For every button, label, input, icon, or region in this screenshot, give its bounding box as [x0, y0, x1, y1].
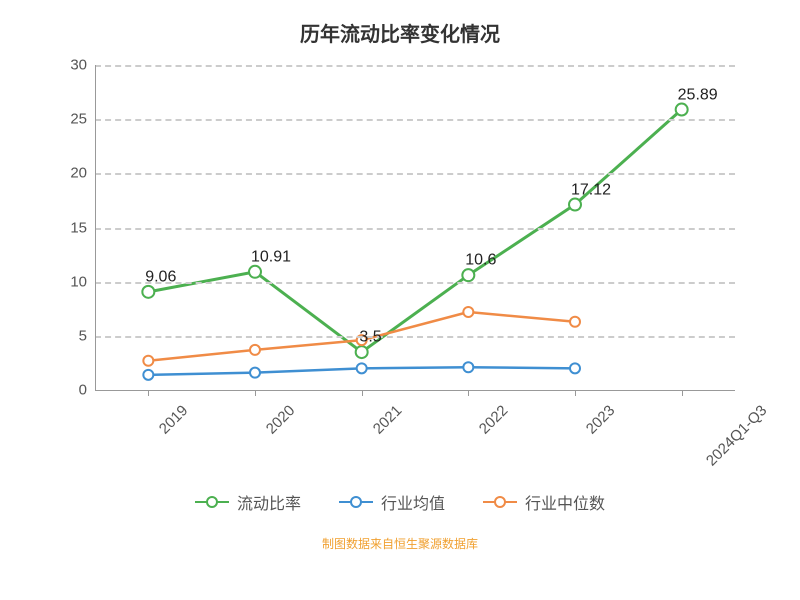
x-tick-mark: [682, 390, 683, 396]
legend-swatch: [483, 495, 517, 509]
series-line: [148, 110, 681, 353]
data-marker: [143, 370, 153, 380]
x-tick-label: 2020: [263, 402, 299, 438]
x-tick-label: 2019: [156, 402, 192, 438]
data-marker: [250, 345, 260, 355]
x-tick-label: 2022: [476, 402, 512, 438]
data-marker: [142, 286, 154, 298]
gridline: [95, 336, 735, 338]
legend-label: 流动比率: [237, 490, 301, 514]
data-marker: [569, 199, 581, 211]
x-tick-label: 2023: [583, 402, 619, 438]
y-axis: [95, 65, 96, 390]
data-label: 3.5: [359, 329, 381, 347]
legend-item[interactable]: 行业中位数: [483, 490, 605, 514]
data-label: 10.6: [465, 252, 496, 270]
data-marker: [570, 363, 580, 373]
x-tick-mark: [468, 390, 469, 396]
data-marker: [463, 362, 473, 372]
data-label: 25.89: [678, 86, 718, 104]
data-marker: [462, 269, 474, 281]
legend: 流动比率 行业均值 行业中位数: [0, 490, 800, 514]
data-marker: [143, 356, 153, 366]
plot-area: 051015202530201920202021202220232024Q1-Q…: [95, 65, 735, 390]
y-tick-label: 10: [70, 273, 87, 290]
y-tick-label: 0: [79, 382, 87, 399]
legend-label: 行业均值: [381, 490, 445, 514]
x-tick-mark: [362, 390, 363, 396]
x-tick-mark: [255, 390, 256, 396]
legend-item[interactable]: 行业均值: [339, 490, 445, 514]
y-tick-label: 20: [70, 165, 87, 182]
data-marker: [249, 266, 261, 278]
x-tick-label: 2021: [369, 402, 405, 438]
y-tick-label: 30: [70, 57, 87, 74]
data-label: 10.91: [251, 248, 291, 266]
data-label: 17.12: [571, 181, 611, 199]
y-tick-label: 15: [70, 219, 87, 236]
gridline: [95, 173, 735, 175]
gridline: [95, 282, 735, 284]
y-tick-label: 25: [70, 111, 87, 128]
legend-label: 行业中位数: [525, 490, 605, 514]
data-marker: [357, 363, 367, 373]
chart-title: 历年流动比率变化情况: [0, 0, 800, 47]
source-note: 制图数据来自恒生聚源数据库: [0, 535, 800, 552]
gridline: [95, 228, 735, 230]
data-marker: [250, 368, 260, 378]
gridline: [95, 65, 735, 67]
legend-item[interactable]: 流动比率: [195, 490, 301, 514]
data-marker: [463, 307, 473, 317]
y-tick-label: 5: [79, 327, 87, 344]
chart-container: 历年流动比率变化情况 05101520253020192020202120222…: [0, 0, 800, 600]
x-axis: [95, 390, 735, 391]
legend-swatch: [339, 495, 373, 509]
x-tick-mark: [575, 390, 576, 396]
data-marker: [570, 317, 580, 327]
x-tick-label: 2024Q1-Q3: [703, 402, 770, 469]
data-label: 9.06: [145, 268, 176, 286]
data-marker: [676, 104, 688, 116]
data-marker: [356, 346, 368, 358]
gridline: [95, 119, 735, 121]
x-tick-mark: [148, 390, 149, 396]
legend-swatch: [195, 495, 229, 509]
